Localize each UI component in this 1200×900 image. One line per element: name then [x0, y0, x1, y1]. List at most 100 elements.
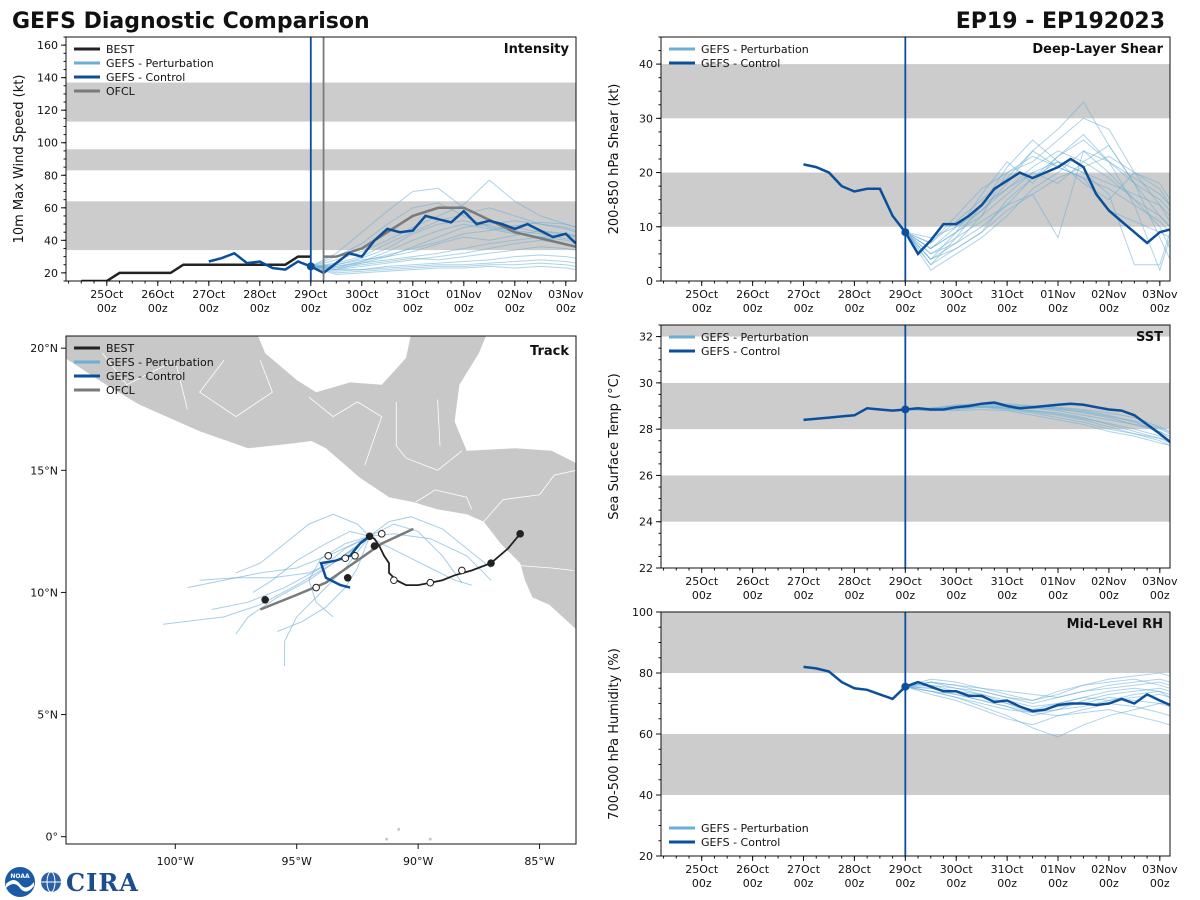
perturbation-line [905, 686, 1170, 726]
y-tick-label: 120 [37, 104, 58, 117]
x-tick-label: 26Oct [141, 288, 175, 301]
country-border [437, 399, 441, 446]
x-tick-label: 00z [946, 877, 966, 890]
x-tick-label: 00z [199, 302, 219, 315]
x-tick-label: 00z [301, 302, 321, 315]
x-tick-label: 00z [895, 589, 915, 602]
x-tick-label: 29Oct [889, 863, 923, 876]
lon-tick-label: 95°W [282, 855, 312, 868]
lat-tick-label: 0° [46, 831, 59, 844]
control-line [803, 665, 1170, 713]
legend-label: GEFS - Control [701, 57, 780, 70]
country-border [102, 352, 188, 410]
lat-tick-label: 20°N [30, 342, 58, 355]
perturbation-line [904, 155, 1170, 260]
x-tick-label: 00z [1048, 589, 1068, 602]
x-tick-label: 00z [692, 589, 712, 602]
perturbation-line [310, 230, 576, 267]
best-track-marker [426, 578, 435, 587]
lon-tick-label: 90°W [403, 855, 433, 868]
x-tick-label: 03Nov [548, 288, 584, 301]
y-tick-label: 26 [639, 469, 653, 482]
x-tick-label: 00z [692, 877, 712, 890]
x-tick-label: 02Nov [1091, 863, 1127, 876]
intensity-panel-title: Intensity [504, 42, 570, 57]
x-tick-label: 00z [946, 302, 966, 315]
perturbation-line [310, 246, 576, 269]
x-tick-label: 00z [1099, 877, 1119, 890]
perturbation-line [310, 221, 576, 267]
x-tick-label: 30Oct [940, 288, 974, 301]
best-track-marker [343, 573, 352, 582]
intensity-y-axis-label: 10m Max Wind Speed (kt) [12, 75, 27, 244]
x-tick-label: 03Nov [1142, 575, 1178, 588]
x-tick-label: 27Oct [192, 288, 226, 301]
perturbation-line [905, 681, 1170, 708]
x-tick-label: 30Oct [940, 575, 974, 588]
init-marker [306, 262, 315, 271]
perturbation-track [308, 535, 370, 618]
x-tick-label: 31Oct [991, 288, 1025, 301]
control-track [319, 535, 371, 589]
shear-panel-title: Deep-Layer Shear [1032, 42, 1163, 57]
x-tick-label: 00z [743, 877, 763, 890]
y-tick-label: 60 [44, 202, 58, 215]
perturbation-track [369, 535, 472, 586]
y-tick-label: 20 [639, 167, 653, 180]
figure-title: GEFS Diagnostic Comparison [12, 9, 370, 34]
perturbation-track [284, 535, 370, 666]
x-tick-label: 00z [794, 877, 814, 890]
legend-label: GEFS - Perturbation [701, 822, 809, 835]
legend-label: BEST [106, 342, 134, 355]
x-tick-label: 00z [794, 302, 814, 315]
best-track-marker [312, 583, 320, 592]
perturbation-line [905, 672, 1170, 702]
x-tick-label: 25Oct [685, 575, 719, 588]
shaded-band [661, 325, 1170, 337]
x-tick-label: 30Oct [345, 288, 379, 301]
x-tick-label: 29Oct [889, 288, 923, 301]
legend-label: GEFS - Perturbation [701, 331, 809, 344]
land-mass [66, 336, 576, 630]
legend-label: OFCL [106, 384, 136, 397]
island [428, 837, 432, 841]
x-tick-label: 00z [895, 877, 915, 890]
country-border [483, 469, 576, 522]
x-tick-label: 00z [845, 877, 865, 890]
perturbation-line [310, 262, 576, 274]
control-line [803, 401, 1170, 443]
x-tick-label: 00z [1150, 877, 1170, 890]
perturbation-line [905, 678, 1170, 702]
shaded-band [661, 172, 1170, 227]
intensity-panel: 2040608010012014016025Oct00z26Oct00z27Oc… [12, 36, 584, 315]
x-tick-label: 29Oct [294, 288, 328, 301]
y-tick-label: 160 [37, 39, 58, 52]
best-track-marker [370, 542, 379, 550]
shear-plot-area [661, 64, 1170, 272]
storm-id: EP19 - EP192023 [956, 9, 1165, 34]
legend-label: GEFS - Control [106, 71, 185, 84]
perturbation-line [905, 408, 1170, 446]
y-tick-label: 60 [639, 728, 653, 741]
x-tick-label: 31Oct [991, 575, 1025, 588]
init-marker [901, 682, 910, 691]
x-tick-label: 02Nov [1091, 288, 1127, 301]
best-track-marker [487, 559, 495, 567]
x-tick-label: 26Oct [736, 863, 770, 876]
y-tick-label: 0 [646, 275, 653, 288]
shaded-band [661, 734, 1170, 795]
x-tick-label: 00z [997, 302, 1017, 315]
x-tick-label: 00z [1048, 877, 1068, 890]
x-tick-label: 00z [556, 302, 576, 315]
sst-plot-area [661, 325, 1170, 522]
perturbation-line [904, 150, 1170, 271]
x-tick-label: 00z [454, 302, 474, 315]
y-tick-label: 100 [37, 137, 58, 150]
y-tick-label: 140 [37, 72, 58, 85]
x-tick-label: 00z [1099, 302, 1119, 315]
perturbation-line [905, 150, 1170, 250]
perturbation-track [369, 523, 463, 583]
x-tick-label: 25Oct [90, 288, 124, 301]
sst-axes-frame [660, 324, 1171, 569]
best-track-marker [377, 530, 386, 538]
